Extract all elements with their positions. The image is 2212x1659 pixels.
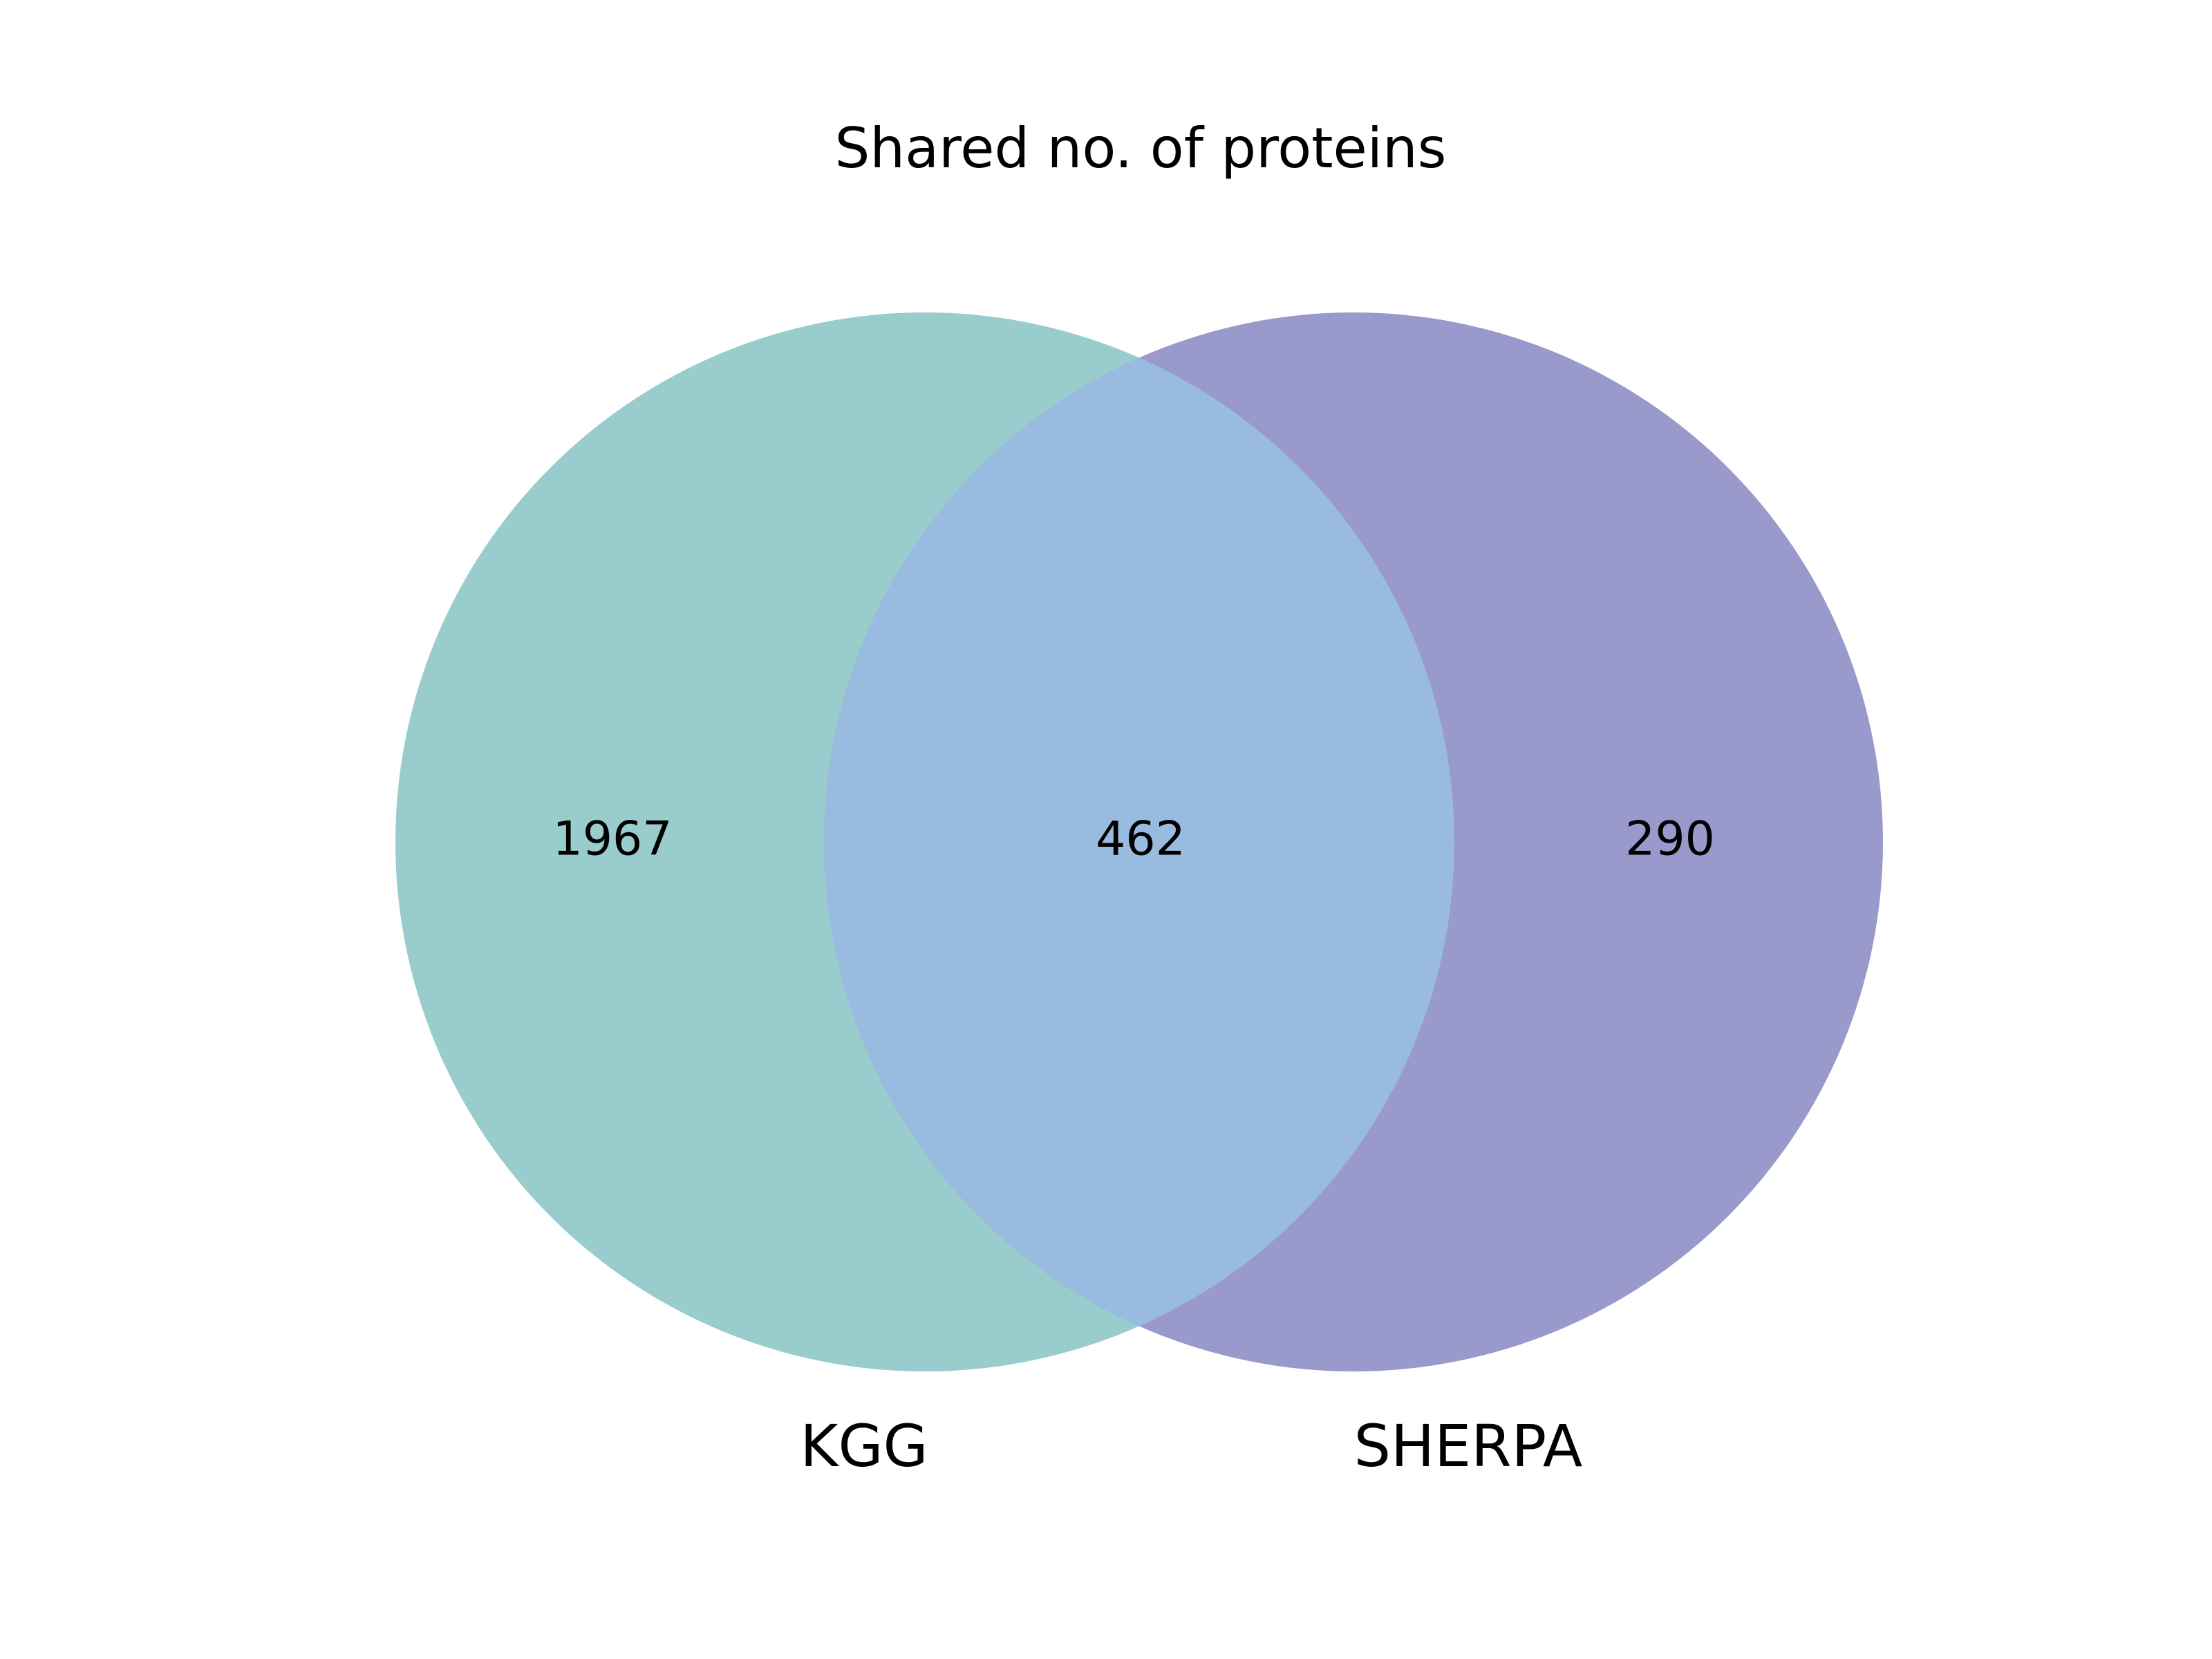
kgg-only-count: 1967	[552, 812, 672, 867]
sherpa-only-count: 290	[1625, 812, 1715, 867]
kgg-set-label: KGG	[800, 1412, 928, 1480]
chart-title: Shared no. of proteins	[835, 116, 1447, 180]
shared-region	[824, 312, 1454, 1371]
sherpa-set-label: SHERPA	[1354, 1412, 1583, 1480]
shared-count: 462	[1096, 812, 1185, 867]
